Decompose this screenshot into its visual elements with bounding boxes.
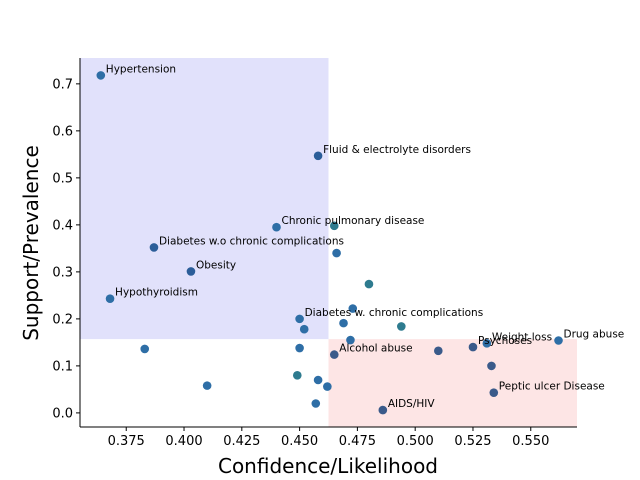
y-tick-label: 0.6	[52, 124, 73, 139]
x-tick-label: 0.375	[108, 434, 145, 449]
data-point	[482, 339, 492, 348]
x-ticks: 0.375 0.400 0.425 0.450 0.475 0.500 0.525 0.550	[108, 427, 549, 449]
data-point	[329, 350, 339, 359]
data-point	[397, 322, 406, 331]
data-point	[272, 222, 281, 232]
data-point	[313, 151, 323, 161]
point-label: AIDS/HIV	[388, 398, 436, 410]
point-label: Weight loss	[492, 331, 552, 343]
x-tick-label: 0.550	[512, 434, 549, 449]
data-points	[96, 71, 563, 415]
data-point	[332, 248, 341, 258]
data-point	[149, 243, 159, 252]
data-point	[313, 375, 323, 385]
point-labels: Hypertension Fluid & electrolyte disorder…	[106, 63, 624, 410]
x-tick-label: 0.400	[165, 434, 202, 449]
data-point	[329, 221, 339, 231]
y-tick-label: 0.7	[52, 77, 73, 92]
data-point	[346, 335, 355, 345]
point-label: Hypertension	[106, 63, 176, 75]
highlight-region-2	[328, 339, 577, 427]
data-point	[96, 71, 106, 80]
data-point	[292, 370, 302, 380]
point-label: Drug abuse	[564, 329, 625, 341]
y-tick-label: 0.4	[52, 218, 73, 233]
y-tick-label: 0.0	[52, 406, 73, 421]
x-tick-label: 0.450	[281, 434, 318, 449]
highlight-region-1	[80, 58, 329, 340]
data-point	[339, 318, 348, 328]
data-point	[299, 324, 309, 334]
data-point	[489, 388, 499, 397]
y-ticks: 0.0 0.1 0.2 0.3 0.4 0.5 0.6 0.7	[52, 77, 80, 421]
data-point	[378, 405, 388, 415]
data-point	[202, 381, 212, 390]
point-label: Hypothyroidism	[115, 287, 198, 299]
point-label: Fluid & electrolyte disorders	[323, 144, 471, 156]
data-point	[295, 314, 304, 324]
data-point	[311, 399, 321, 408]
y-tick-label: 0.5	[52, 171, 73, 186]
y-tick-label: 0.1	[52, 359, 73, 374]
y-tick-label: 0.2	[52, 312, 73, 327]
data-point	[295, 343, 304, 353]
point-label: Peptic ulcer Disease	[499, 381, 605, 393]
data-point	[348, 304, 358, 313]
data-point	[323, 382, 332, 391]
y-axis-title: Support/Prevalence	[19, 145, 43, 341]
data-point	[468, 342, 478, 352]
data-point	[487, 361, 496, 371]
x-tick-label: 0.500	[397, 434, 434, 449]
highlight-regions	[80, 58, 577, 427]
x-tick-label: 0.425	[223, 434, 260, 449]
point-label: Diabetes w.o chronic complications	[159, 235, 344, 247]
data-point	[434, 346, 443, 356]
x-tick-label: 0.475	[339, 434, 376, 449]
point-label: Alcohol abuse	[339, 343, 412, 355]
x-axis-title: Confidence/Likelihood	[218, 454, 438, 478]
point-label: Chronic pulmonary disease	[281, 215, 424, 227]
point-label: Diabetes w. chronic complications	[305, 307, 484, 319]
point-label: Psychoses	[478, 335, 532, 347]
point-label: Obesity	[196, 259, 236, 271]
data-point	[140, 344, 150, 354]
data-point	[105, 294, 115, 303]
data-point	[364, 279, 374, 289]
data-point	[186, 267, 196, 276]
data-point	[554, 336, 563, 345]
x-tick-label: 0.525	[454, 434, 491, 449]
y-tick-label: 0.3	[52, 265, 73, 280]
